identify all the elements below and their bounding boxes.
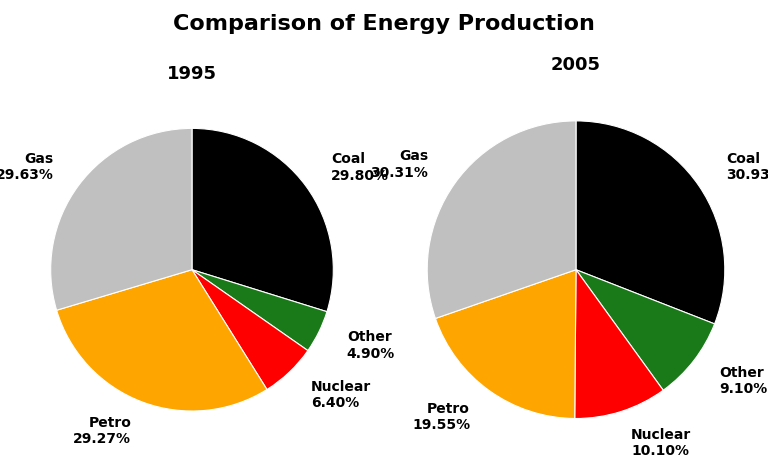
Text: Nuclear
6.40%: Nuclear 6.40% <box>311 379 371 410</box>
Title: 1995: 1995 <box>167 65 217 83</box>
Text: Petro
19.55%: Petro 19.55% <box>412 402 470 432</box>
Text: Gas
30.31%: Gas 30.31% <box>370 149 428 179</box>
Text: Nuclear
10.10%: Nuclear 10.10% <box>631 427 691 458</box>
Wedge shape <box>427 121 576 319</box>
Text: Coal
30.93%: Coal 30.93% <box>726 152 768 182</box>
Wedge shape <box>576 270 714 390</box>
Wedge shape <box>435 270 576 418</box>
Wedge shape <box>574 270 664 418</box>
Wedge shape <box>192 270 308 390</box>
Wedge shape <box>57 270 267 411</box>
Wedge shape <box>192 270 327 351</box>
Text: Comparison of Energy Production: Comparison of Energy Production <box>173 14 595 34</box>
Text: Other
4.90%: Other 4.90% <box>347 331 395 361</box>
Wedge shape <box>51 128 192 310</box>
Text: Coal
29.80%: Coal 29.80% <box>331 153 389 183</box>
Wedge shape <box>576 121 725 324</box>
Text: Petro
29.27%: Petro 29.27% <box>73 416 131 446</box>
Title: 2005: 2005 <box>551 56 601 74</box>
Text: Other
9.10%: Other 9.10% <box>720 365 768 396</box>
Wedge shape <box>192 128 333 312</box>
Text: Gas
29.63%: Gas 29.63% <box>0 152 54 182</box>
